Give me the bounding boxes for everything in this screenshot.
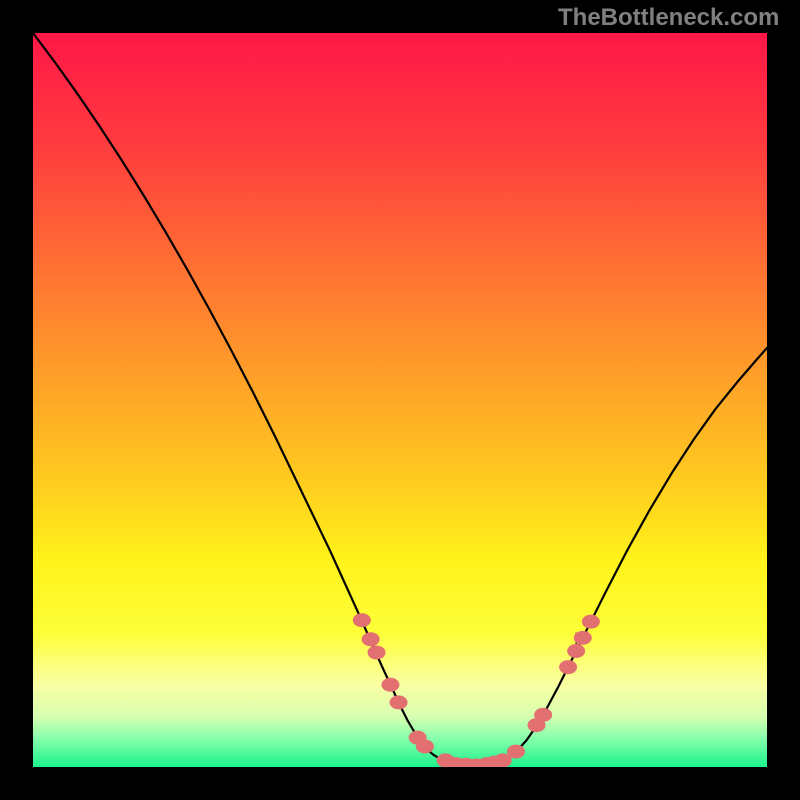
overlay-dot xyxy=(353,613,371,627)
chart-background xyxy=(33,33,767,767)
overlay-dot xyxy=(567,644,585,658)
overlay-dot xyxy=(574,631,592,645)
overlay-dot xyxy=(362,632,380,646)
overlay-dot xyxy=(390,695,408,709)
overlay-dot xyxy=(416,739,434,753)
overlay-dot xyxy=(582,615,600,629)
chart-frame: TheBottleneck.com xyxy=(0,0,800,800)
watermark-text: TheBottleneck.com xyxy=(558,4,779,32)
overlay-dot xyxy=(368,645,386,659)
overlay-dot xyxy=(559,660,577,674)
bottleneck-chart xyxy=(33,33,767,767)
overlay-dot xyxy=(534,708,552,722)
overlay-dot xyxy=(381,678,399,692)
overlay-dot xyxy=(507,745,525,759)
